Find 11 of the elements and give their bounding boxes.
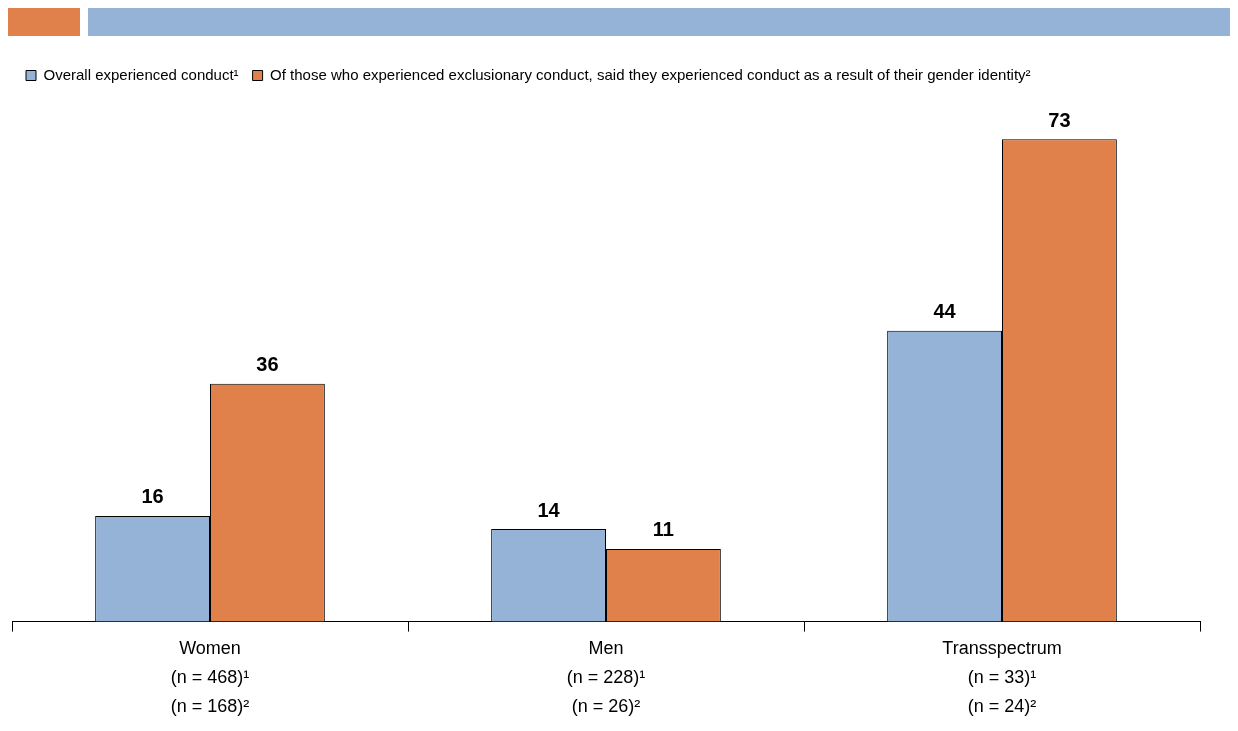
data-label: 36 [256,353,279,376]
data-label: 44 [933,300,957,323]
data-label: 73 [1048,108,1071,131]
x-tick-label: Transspectrum (n = 33)¹ (n = 24)² [942,637,1062,716]
data-label: 16 [141,485,164,508]
legend-label: Overall experienced conduct¹ [43,65,239,83]
x-tick-label: Women (n = 468)¹ (n = 168)² [170,637,250,716]
data-label: 11 [652,518,674,541]
x-tick-label: Men (n = 228)¹ (n = 26)² [566,637,646,716]
legend-label: Of those who experienced exclusionary conduct, said they experienced conduct as a result of their gender identity² [270,65,1031,83]
data-label: 14 [537,498,561,521]
